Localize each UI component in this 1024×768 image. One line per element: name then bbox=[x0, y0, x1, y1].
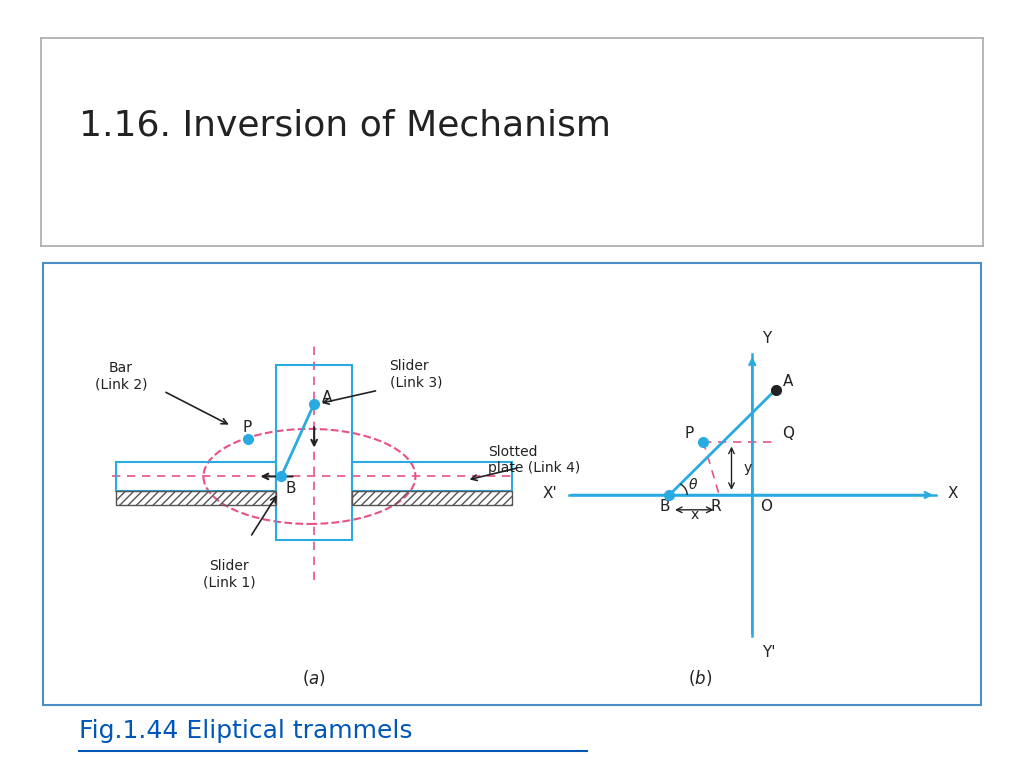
Text: Slider
(Link 1): Slider (Link 1) bbox=[203, 559, 256, 590]
Text: X': X' bbox=[543, 486, 557, 501]
Text: Y': Y' bbox=[762, 645, 775, 660]
Text: Slider
(Link 3): Slider (Link 3) bbox=[389, 359, 442, 389]
Text: Y: Y bbox=[762, 332, 771, 346]
Text: $\theta$: $\theta$ bbox=[688, 477, 698, 492]
Text: Slotted
plate (Link 4): Slotted plate (Link 4) bbox=[488, 445, 581, 475]
Text: B: B bbox=[659, 499, 670, 515]
Bar bbox=[117, 492, 276, 505]
Text: B: B bbox=[286, 481, 296, 496]
Text: P: P bbox=[243, 420, 252, 435]
Text: y: y bbox=[743, 462, 752, 475]
Bar bbox=[276, 365, 352, 540]
Text: $(a)$: $(a)$ bbox=[302, 668, 326, 688]
Text: A: A bbox=[322, 390, 332, 406]
Text: Fig.1.44 Eliptical trammels: Fig.1.44 Eliptical trammels bbox=[79, 719, 412, 743]
Text: Bar
(Link 2): Bar (Link 2) bbox=[95, 361, 147, 391]
Bar bbox=[352, 492, 512, 505]
Text: P: P bbox=[684, 425, 693, 441]
Bar bbox=[117, 462, 276, 492]
Text: O: O bbox=[760, 499, 772, 515]
Text: A: A bbox=[783, 374, 794, 389]
Text: R: R bbox=[711, 499, 721, 515]
Text: 1.16. Inversion of Mechanism: 1.16. Inversion of Mechanism bbox=[79, 108, 610, 143]
Text: Q: Q bbox=[782, 425, 795, 441]
Text: $(b)$: $(b)$ bbox=[688, 668, 713, 688]
Text: x: x bbox=[690, 508, 698, 522]
Bar bbox=[352, 462, 512, 492]
Text: X: X bbox=[947, 486, 957, 501]
